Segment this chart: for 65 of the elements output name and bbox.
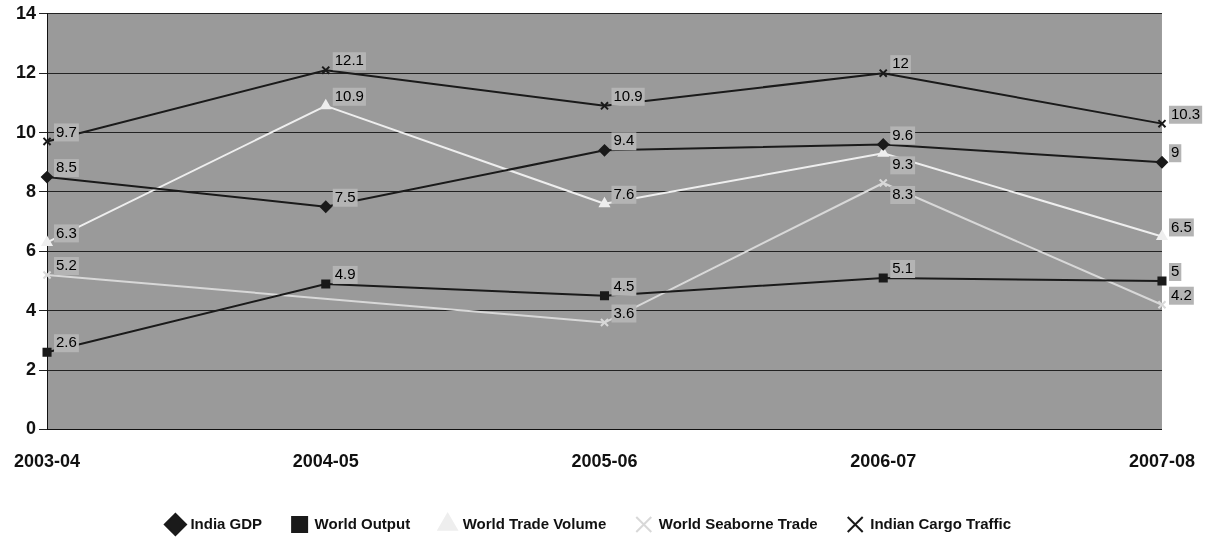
data-label: 4.9 [334, 265, 356, 283]
point [42, 347, 52, 357]
y-tick-label: 2 [26, 359, 37, 379]
point [878, 178, 888, 188]
y-tick-label: 8 [26, 180, 37, 201]
data-label: 12 [892, 54, 909, 72]
point [320, 99, 332, 110]
data-label: 5.1 [892, 259, 914, 277]
data-label: 8.3 [892, 185, 914, 203]
data-label: 3.6 [613, 303, 635, 321]
data-label: 5.2 [56, 256, 77, 274]
point [1156, 230, 1168, 240]
legend-label: World Seaborne Trade [658, 514, 818, 532]
data-label: 9 [1170, 143, 1180, 161]
point [1157, 119, 1167, 129]
legend-label: World Output [314, 514, 411, 532]
data-label: 10.3 [1170, 104, 1201, 122]
point [41, 171, 54, 184]
legend-label: India GDP [190, 514, 263, 532]
point [599, 318, 610, 328]
legend-label: World Trade Volume [462, 514, 607, 532]
x-tick-label: 2007-08 [1128, 451, 1195, 472]
data-label: 4.2 [1170, 285, 1192, 303]
point [321, 279, 331, 289]
data-label: 7.6 [613, 184, 635, 202]
data-label: 8.5 [56, 158, 77, 176]
data-label: 6.3 [56, 223, 77, 241]
point [42, 270, 52, 280]
y-tick-label: 10 [16, 121, 37, 142]
y-tick-label: 6 [26, 240, 37, 261]
point [599, 197, 610, 208]
y-tick-label: 0 [26, 418, 37, 439]
data-label: 2.6 [56, 333, 77, 351]
point [42, 136, 52, 146]
point [1157, 276, 1167, 286]
point [1155, 156, 1168, 169]
data-label: 10.9 [613, 86, 643, 104]
y-tick-label: 14 [16, 2, 37, 23]
data-label: 9.6 [892, 125, 914, 143]
data-label: 10.9 [334, 86, 364, 104]
point [319, 200, 332, 213]
point [878, 273, 888, 283]
point [321, 65, 331, 75]
y-tick-label: 4 [26, 299, 37, 320]
y-tick-label: 12 [16, 62, 37, 83]
data-label: 9.3 [892, 155, 914, 173]
data-label: 4.5 [613, 276, 635, 294]
data-label: 7.5 [334, 187, 356, 205]
data-label: 12.1 [334, 51, 364, 69]
point [599, 291, 610, 301]
point [598, 144, 611, 157]
data-label: 5 [1170, 262, 1180, 280]
point [878, 68, 888, 78]
point [41, 236, 53, 246]
point [877, 138, 890, 151]
x-tick-label: 2006-07 [850, 451, 917, 472]
x-tick-label: 2004-05 [292, 451, 359, 472]
legend-label: Indian Cargo Traffic [870, 514, 1012, 532]
x-tick-label: 2003-04 [14, 451, 81, 472]
data-label: 6.5 [1170, 217, 1192, 235]
x-tick-label: 2005-06 [571, 451, 638, 472]
point [1157, 300, 1167, 310]
data-label: 9.7 [56, 122, 77, 140]
point [599, 101, 610, 111]
data-label: 9.4 [613, 131, 635, 149]
